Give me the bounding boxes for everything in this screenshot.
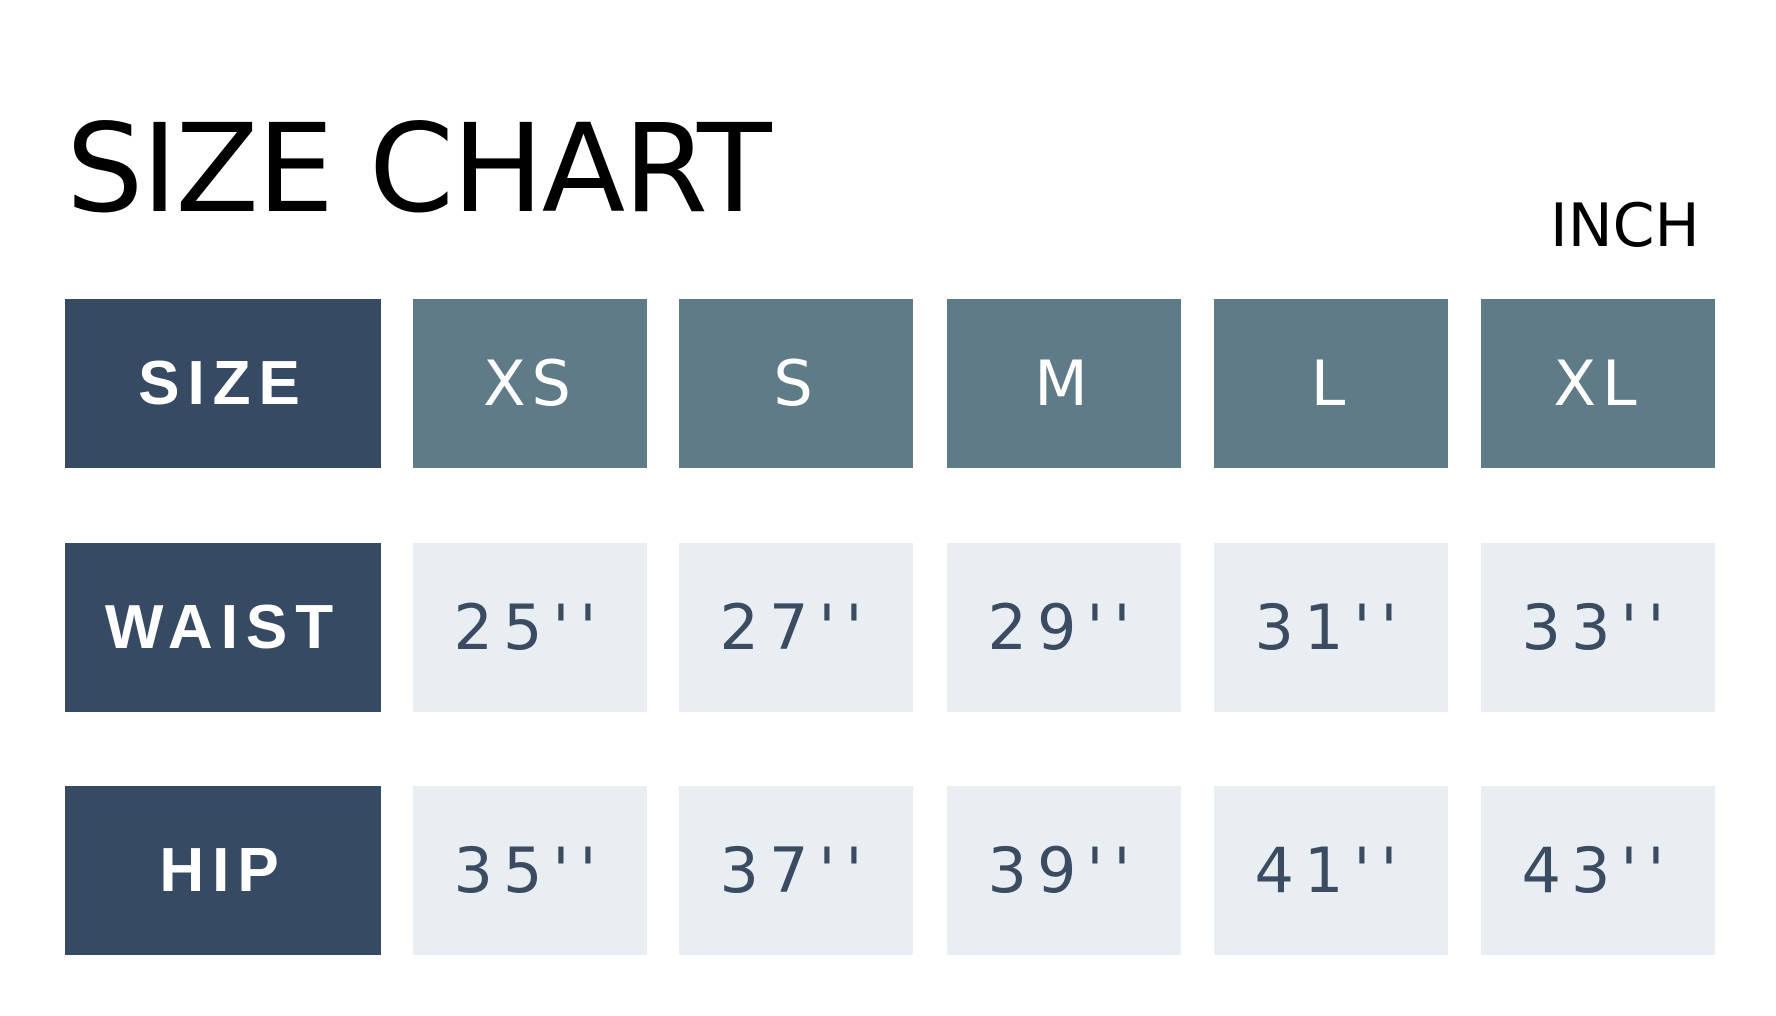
size-header-cell: XS [413, 299, 647, 468]
size-header-cell: L [1214, 299, 1448, 468]
page-title: SIZE CHART [66, 98, 772, 240]
row-label: HIP [65, 786, 381, 955]
header-label-size: SIZE [65, 299, 381, 468]
size-header-cell: XL [1481, 299, 1715, 468]
measurement-cell: 31'' [1214, 543, 1448, 712]
measurement-cell: 27'' [679, 543, 913, 712]
size-header-cell: M [947, 299, 1181, 468]
measurement-cell: 25'' [413, 543, 647, 712]
measurement-cell: 37'' [679, 786, 913, 955]
measurement-cell: 39'' [947, 786, 1181, 955]
unit-label: INCH [1550, 191, 1700, 261]
size-header-cell: S [679, 299, 913, 468]
measurement-cell: 33'' [1481, 543, 1715, 712]
measurement-cell: 29'' [947, 543, 1181, 712]
measurement-cell: 43'' [1481, 786, 1715, 955]
measurement-cell: 41'' [1214, 786, 1448, 955]
row-label: WAIST [65, 543, 381, 712]
measurement-cell: 35'' [413, 786, 647, 955]
